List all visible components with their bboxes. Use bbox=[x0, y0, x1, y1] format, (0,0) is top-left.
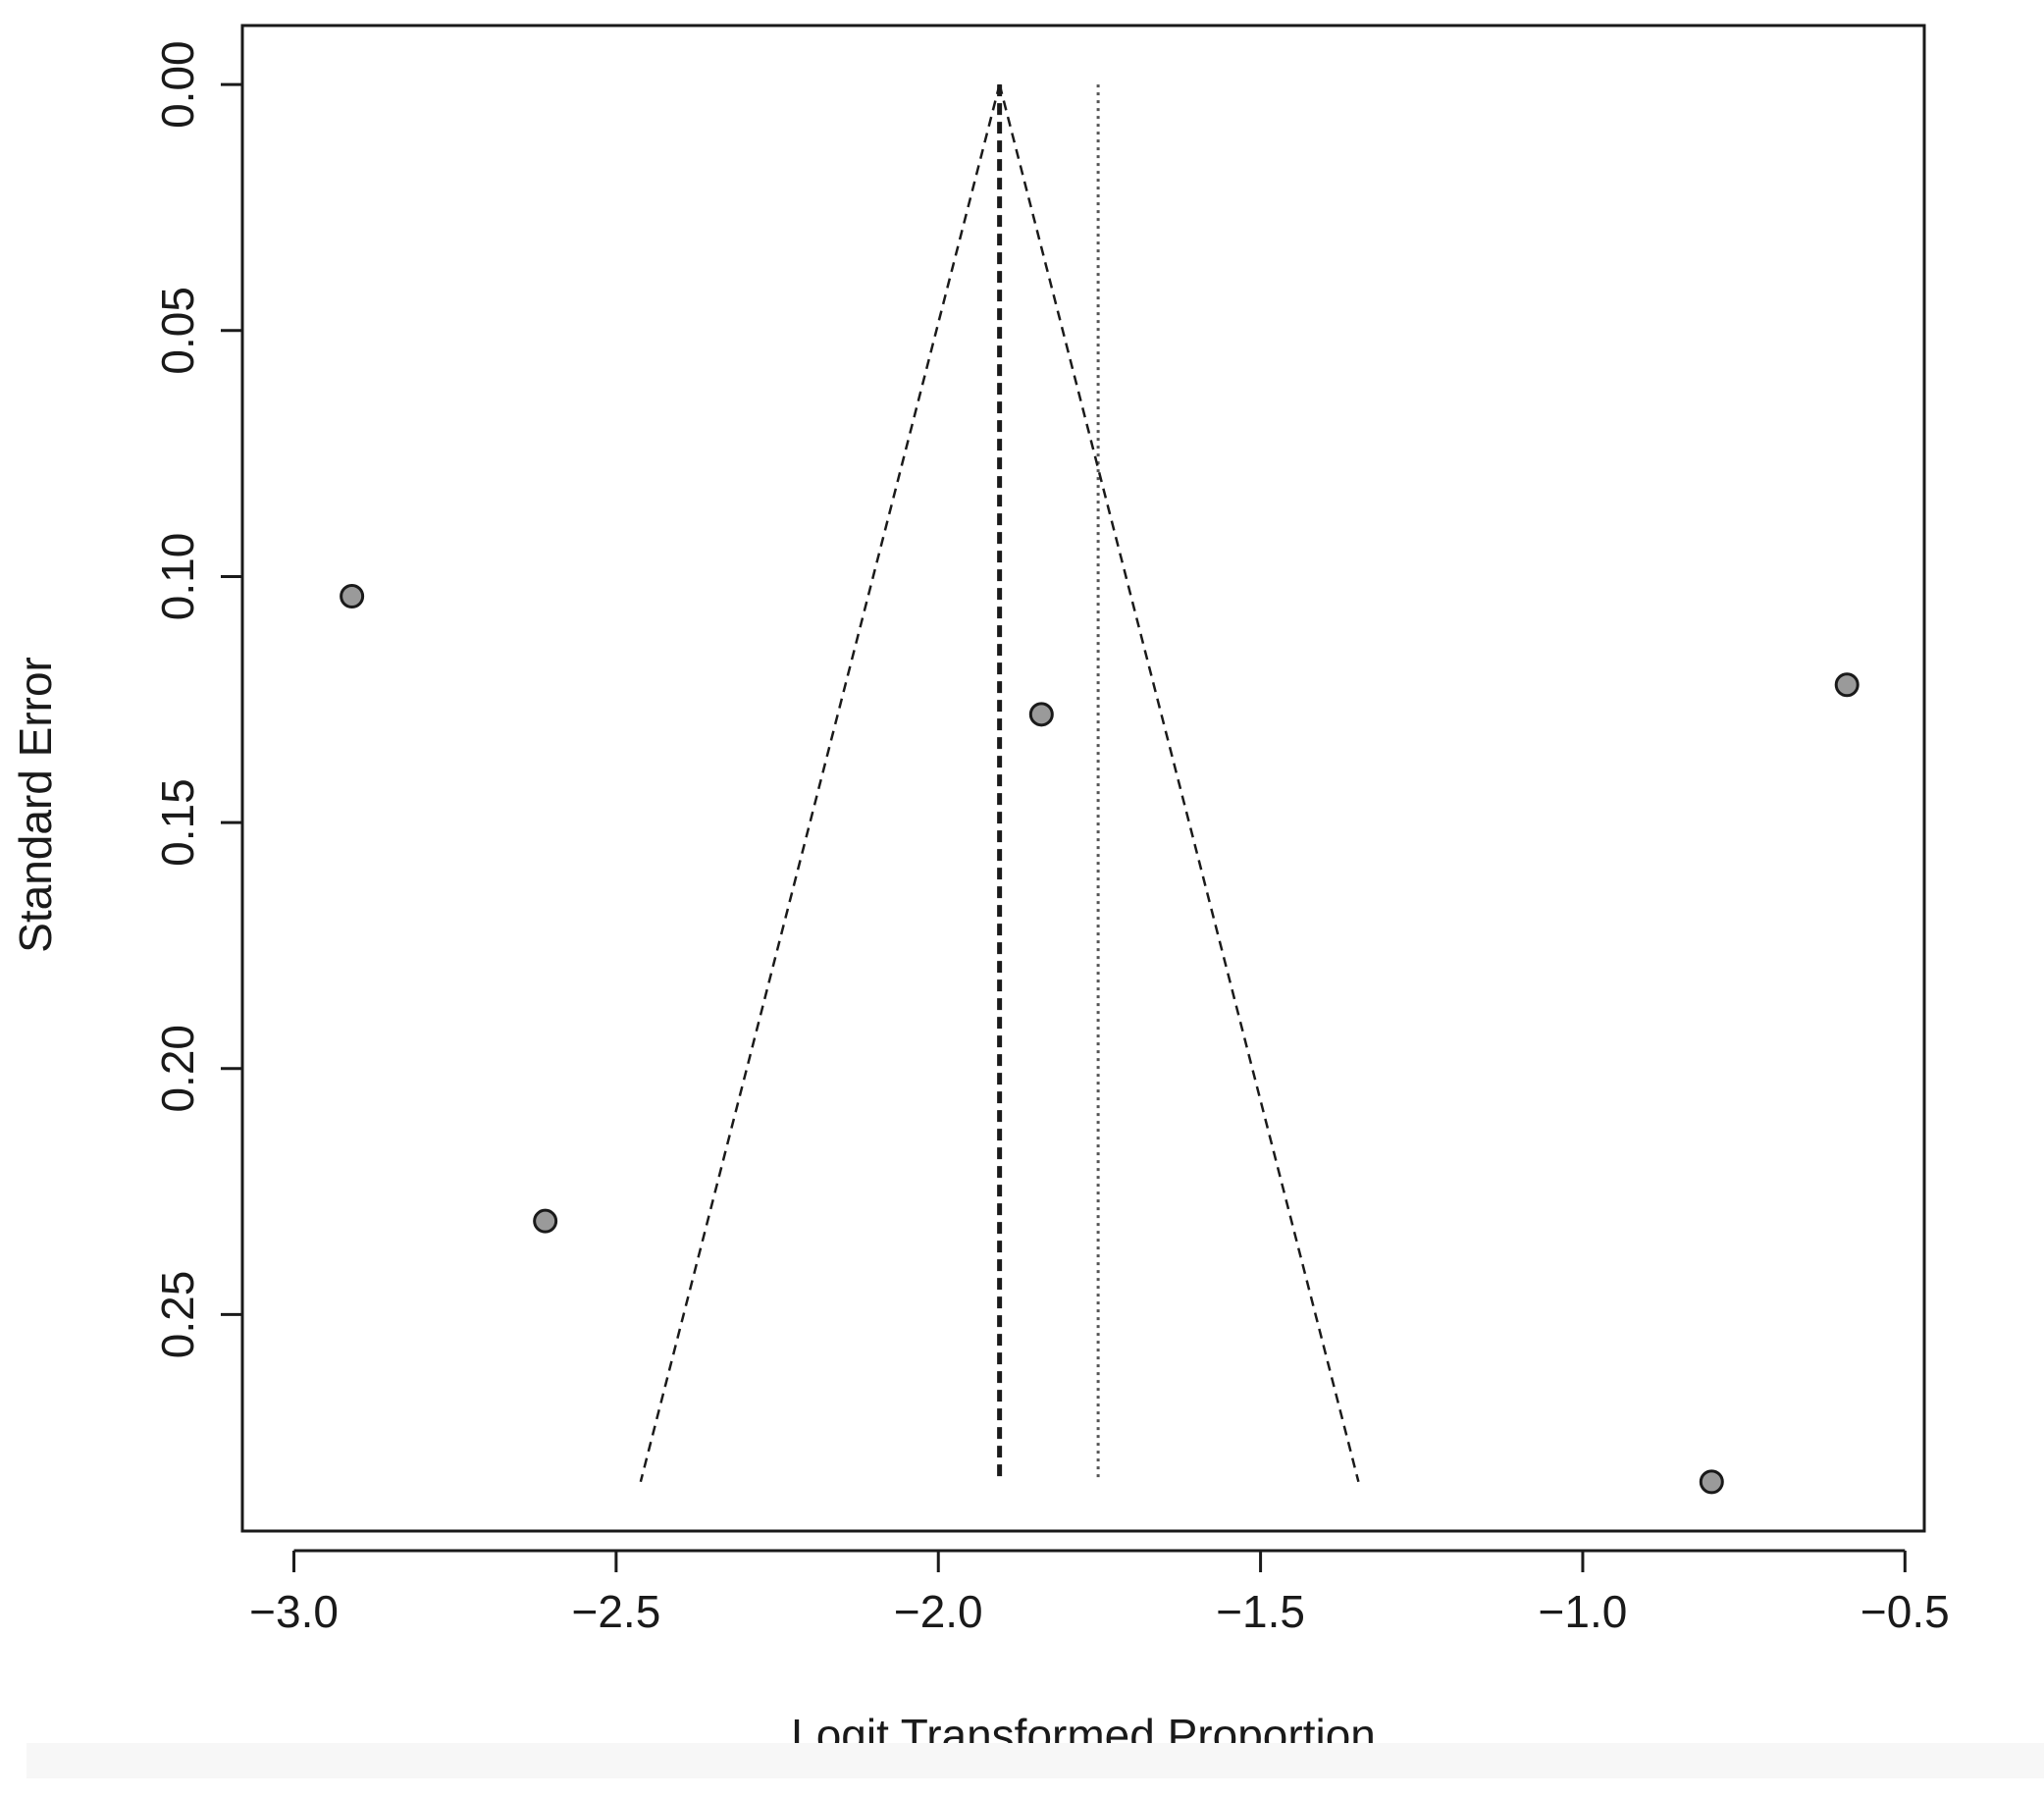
y-tick-label: 0.25 bbox=[152, 1271, 203, 1359]
x-tick-label: −1.0 bbox=[1539, 1586, 1628, 1637]
data-point bbox=[1028, 702, 1054, 727]
funnel-right-line bbox=[998, 83, 1360, 1483]
y-axis: 0.00 0.05 0.10 0.15 0.20 0.25 bbox=[152, 40, 244, 1359]
y-tick-label: 0.10 bbox=[152, 533, 203, 621]
y-tick-label: 0.15 bbox=[152, 778, 203, 867]
y-tick-label: 0.20 bbox=[152, 1025, 203, 1113]
x-tick-label: −2.5 bbox=[571, 1586, 660, 1637]
data-point bbox=[1834, 672, 1860, 698]
x-tick-label: −3.0 bbox=[249, 1586, 339, 1637]
x-tick-label: −0.5 bbox=[1861, 1586, 1950, 1637]
data-point bbox=[533, 1208, 558, 1234]
data-point bbox=[340, 584, 365, 609]
y-tick-label: 0.05 bbox=[152, 287, 203, 375]
funnel-lines bbox=[639, 83, 1360, 1483]
data-point bbox=[1699, 1469, 1724, 1495]
x-tick-label: −1.5 bbox=[1216, 1586, 1305, 1637]
x-axis: −3.0 −2.5 −2.0 −1.5 −1.0 −0.5 bbox=[249, 1549, 1950, 1637]
funnel-left-line bbox=[639, 83, 1001, 1483]
reference-lines bbox=[997, 84, 1100, 1482]
x-tick-label: −2.0 bbox=[894, 1586, 983, 1637]
y-axis-label: Standard Error bbox=[10, 657, 61, 953]
data-points bbox=[340, 584, 1860, 1495]
bottom-band bbox=[26, 1743, 2044, 1778]
plot-frame bbox=[240, 24, 1926, 1533]
y-tick-label: 0.00 bbox=[152, 40, 203, 129]
